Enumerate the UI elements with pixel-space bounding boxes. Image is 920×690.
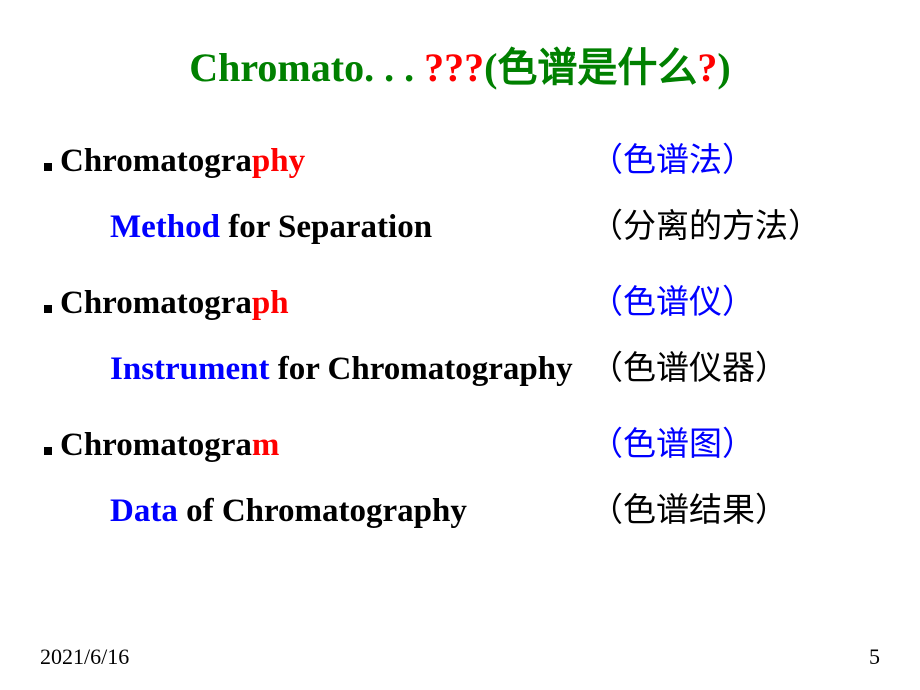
desc-key: Method [110, 209, 220, 245]
term-row-2: Chromatograph （色谱仪） [30, 275, 890, 323]
term-cn-2: （色谱仪） [590, 275, 890, 323]
desc-cn-2: （色谱仪器） [590, 341, 890, 389]
title-qmarks: ??? [424, 45, 484, 90]
term-cn-3: （色谱图） [590, 417, 890, 465]
term-suffix: m [252, 427, 280, 463]
desc-cn-3: （色谱结果） [590, 483, 890, 531]
bullet-cell [30, 300, 60, 318]
desc-en-2: Instrument for Chromatography [60, 351, 590, 388]
slide-footer: 2021/6/16 5 [40, 644, 880, 670]
desc-en-1: Method for Separation [60, 209, 590, 246]
content-area: Chromatography （色谱法） Method for Separati… [30, 133, 890, 531]
bullet-icon [44, 447, 52, 455]
bullet-icon [44, 305, 52, 313]
bullet-cell [30, 158, 60, 176]
title-cn: 色谱是什么 [497, 45, 697, 90]
bullet-cell [30, 442, 60, 460]
term-suffix: ph [252, 285, 289, 321]
desc-row-1: Method for Separation （分离的方法） [30, 199, 890, 247]
term-stem: Chromatogra [60, 143, 252, 179]
term-stem: Chromatogra [60, 285, 252, 321]
term-row-1: Chromatography （色谱法） [30, 133, 890, 181]
slide-title: Chromato. . . ???(色谱是什么?) [30, 35, 890, 93]
slide-container: Chromato. . . ???(色谱是什么?) Chromatography… [0, 0, 920, 690]
bullet-icon [44, 163, 52, 171]
term-en-3: Chromatogram [60, 427, 590, 464]
desc-cn-1: （分离的方法） [590, 199, 890, 247]
desc-rest: for Chromatography [270, 351, 573, 387]
title-cn-q: ? [697, 45, 717, 90]
title-paren-open: ( [484, 45, 497, 90]
title-paren-close: ) [717, 45, 730, 90]
term-en-2: Chromatograph [60, 285, 590, 322]
desc-row-2: Instrument for Chromatography （色谱仪器） [30, 341, 890, 389]
footer-date: 2021/6/16 [40, 644, 129, 670]
desc-row-3: Data of Chromatography （色谱结果） [30, 483, 890, 531]
desc-key: Data [110, 493, 178, 529]
term-en-1: Chromatography [60, 143, 590, 180]
title-prefix: Chromato. . . [189, 45, 424, 90]
footer-page: 5 [869, 644, 880, 670]
term-stem: Chromatogra [60, 427, 252, 463]
desc-key: Instrument [110, 351, 270, 387]
term-cn-1: （色谱法） [590, 133, 890, 181]
term-row-3: Chromatogram （色谱图） [30, 417, 890, 465]
term-suffix: phy [252, 143, 305, 179]
desc-rest: for Separation [220, 209, 432, 245]
desc-rest: of Chromatography [178, 493, 467, 529]
desc-en-3: Data of Chromatography [60, 493, 590, 530]
